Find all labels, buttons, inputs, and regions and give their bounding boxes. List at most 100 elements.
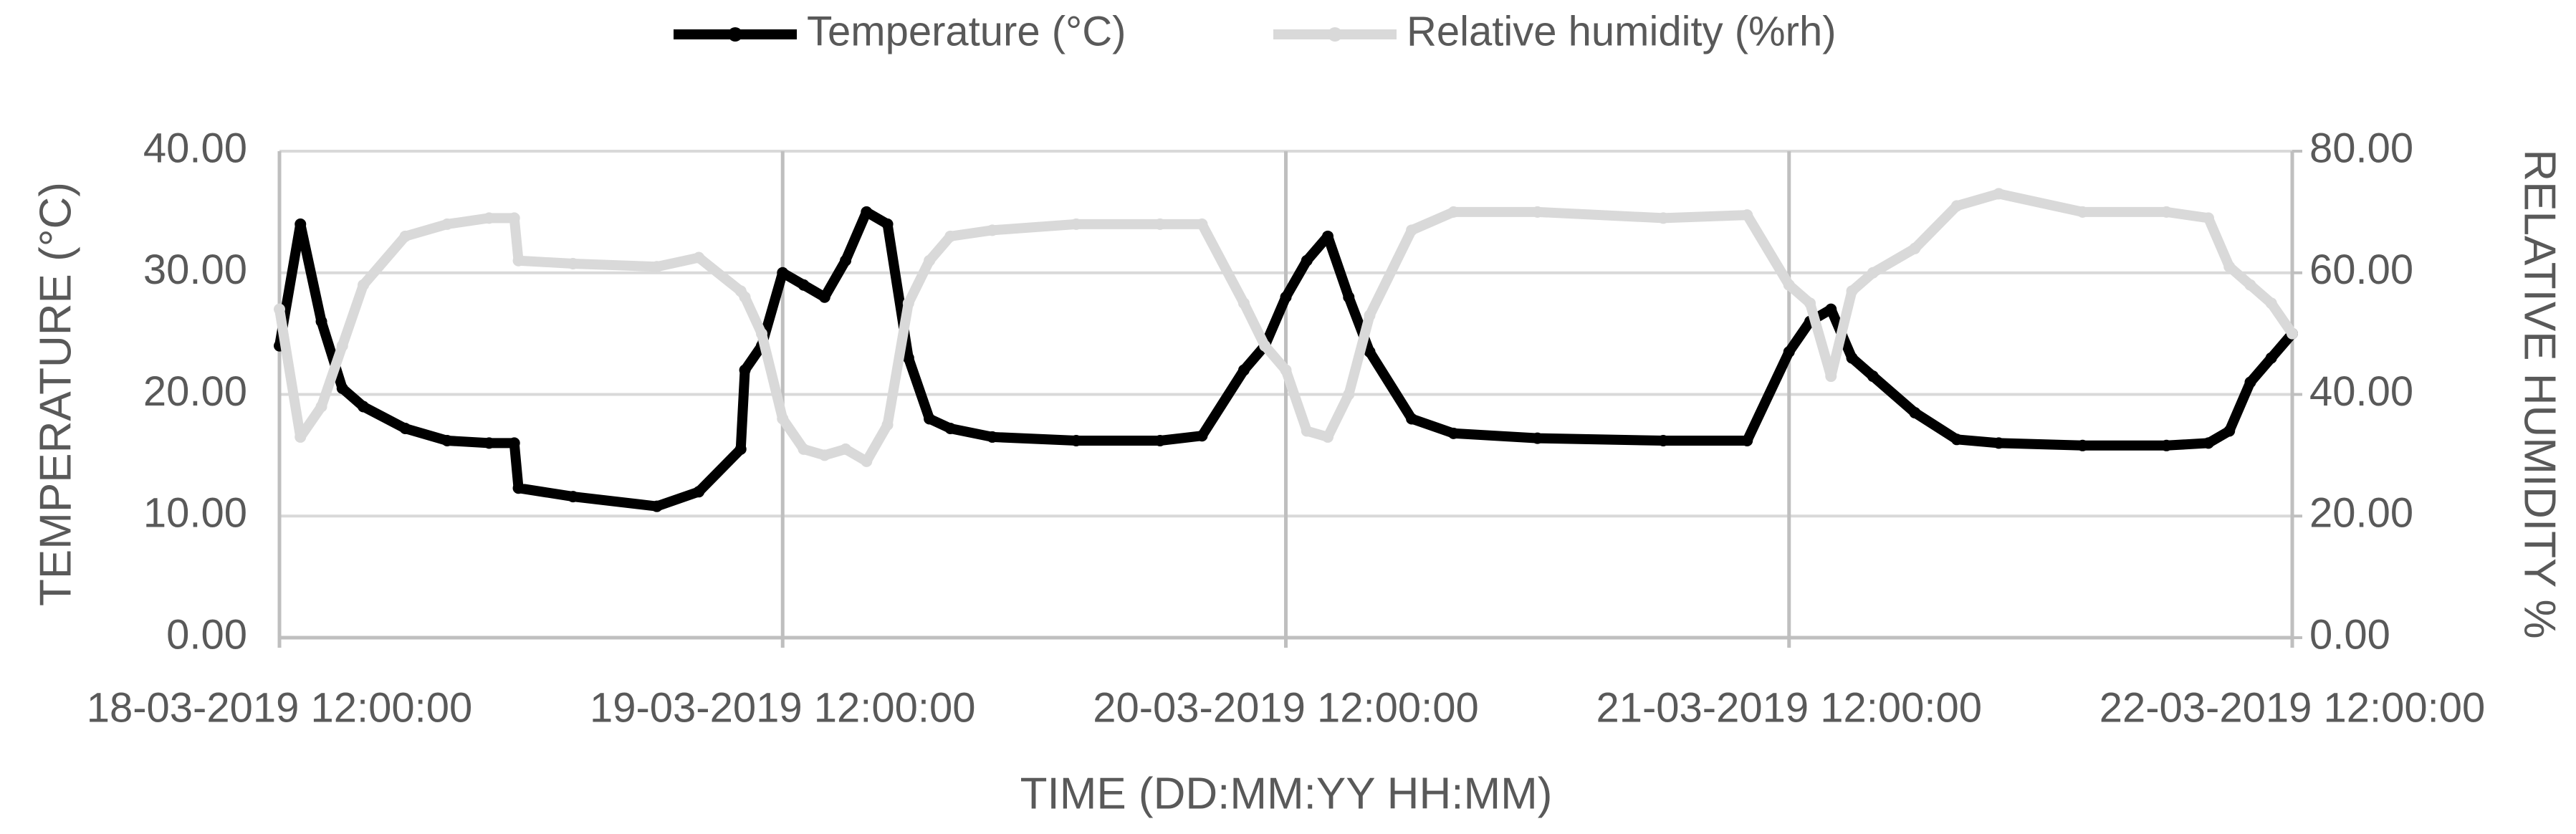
x-tick-label: 20-03-2019 12:00:00 (1093, 684, 1479, 731)
data-point (881, 418, 894, 431)
data-point (818, 449, 830, 461)
data-point (2244, 376, 2256, 388)
data-point (1804, 297, 1816, 310)
data-point (861, 206, 873, 218)
data-point (739, 291, 751, 303)
data-line (274, 206, 2297, 512)
data-point (1301, 425, 1313, 437)
y-tick-label: 0.00 (166, 611, 247, 658)
data-point (798, 279, 810, 291)
data-point (315, 315, 327, 327)
data-point (441, 435, 454, 447)
data-point (1846, 352, 1858, 364)
data-point (1070, 218, 1082, 230)
y-axis-title: TEMPERATURE (°C) (31, 182, 80, 606)
data-point (2265, 297, 2277, 310)
data-point (902, 352, 914, 364)
data-point (1364, 346, 1376, 358)
x-tick-label: 21-03-2019 12:00:00 (1596, 684, 1982, 731)
data-point (336, 340, 348, 352)
data-point (315, 401, 327, 413)
data-point (1993, 437, 2005, 449)
data-point (2202, 212, 2214, 224)
data-point (1657, 212, 1670, 224)
data-point (777, 413, 789, 425)
data-point (2160, 439, 2173, 451)
data-point (1322, 230, 1334, 242)
y2-tick-label: 0.00 (2309, 611, 2390, 658)
y2-tick-label: 80.00 (2309, 125, 2413, 171)
data-point (755, 327, 767, 340)
data-point (483, 437, 495, 449)
data-point (1909, 406, 1921, 418)
data-point (1070, 435, 1082, 447)
data-point (2265, 352, 2277, 364)
data-point (902, 297, 914, 310)
y-tick-label: 10.00 (143, 490, 247, 537)
legend-label: Relative humidity (%rh) (1407, 8, 1837, 54)
y-tick-label: 40.00 (143, 125, 247, 171)
data-point (567, 491, 579, 503)
y-tick-label: 20.00 (143, 368, 247, 415)
y2-axis-title: RELATIVE HUMIDITY % (2515, 149, 2565, 638)
data-point (1867, 370, 1879, 383)
data-point (1909, 242, 1921, 254)
data-point (1154, 435, 1166, 447)
x-tick-label: 22-03-2019 12:00:00 (2099, 684, 2486, 731)
data-point (336, 383, 348, 395)
data-point (924, 254, 936, 267)
data-point (651, 500, 663, 512)
data-point (274, 303, 285, 315)
y2-tick-label: 60.00 (2309, 246, 2413, 293)
x-axis-title: TIME (DD:MM:YY HH:MM) (1020, 769, 1553, 818)
data-point (1531, 432, 1543, 444)
data-point (1846, 285, 1858, 297)
data-point (1657, 435, 1670, 447)
data-point (1741, 435, 1753, 447)
data-point (1343, 388, 1355, 401)
data-point (944, 230, 957, 242)
x-tick-label: 18-03-2019 12:00:00 (87, 684, 473, 731)
data-point (1950, 200, 1963, 212)
data-point (1993, 188, 2005, 200)
data-line (274, 188, 2297, 466)
data-point (1447, 427, 1460, 439)
x-tick-label: 19-03-2019 12:00:00 (590, 684, 976, 731)
data-point (2077, 439, 2089, 451)
data-point (1364, 310, 1376, 322)
data-point (1741, 209, 1753, 221)
data-point (1280, 364, 1292, 376)
data-point (399, 230, 411, 242)
y2-tick-label: 20.00 (2309, 490, 2413, 537)
data-point (508, 437, 520, 449)
data-point (1154, 218, 1166, 230)
data-point (2223, 261, 2236, 273)
data-point (818, 291, 830, 303)
y-tick-label: 30.00 (143, 246, 247, 293)
data-point (734, 443, 747, 455)
data-point (881, 218, 894, 230)
data-point (512, 482, 525, 494)
data-point (1825, 370, 1837, 383)
data-point (1531, 206, 1543, 218)
legend-marker (728, 27, 742, 42)
data-point (861, 455, 873, 467)
data-point (1867, 267, 1879, 279)
data-point (1322, 431, 1334, 443)
data-point (2223, 425, 2236, 437)
data-point (508, 212, 520, 224)
data-point (1406, 224, 1418, 236)
data-point (1406, 413, 1418, 425)
data-point (924, 413, 936, 425)
data-point (2160, 206, 2173, 218)
data-point (2244, 279, 2256, 291)
data-point (441, 218, 454, 230)
data-point (1783, 346, 1795, 358)
data-point (1280, 291, 1292, 303)
data-point (295, 431, 307, 443)
data-point (1237, 364, 1250, 376)
y2-tick-label: 40.00 (2309, 368, 2413, 415)
data-point (986, 224, 998, 236)
data-point (399, 423, 411, 435)
